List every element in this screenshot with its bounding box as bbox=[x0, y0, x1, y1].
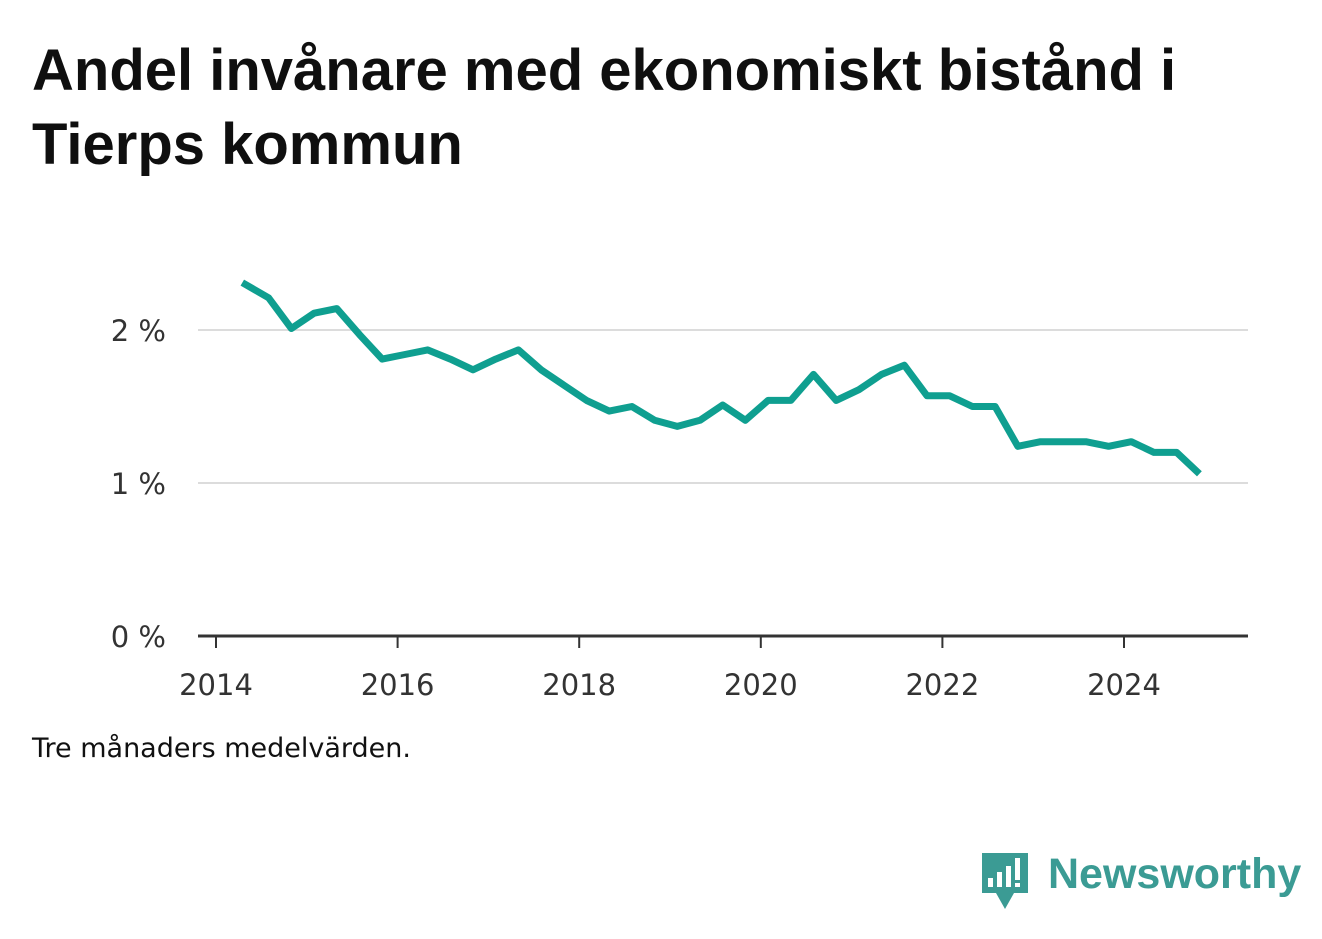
data-point bbox=[606, 408, 613, 415]
data-point bbox=[697, 417, 704, 424]
data-point bbox=[1151, 449, 1158, 456]
chart-title: Andel invånare med ekonomiskt bistånd i … bbox=[32, 38, 1177, 177]
data-point bbox=[288, 325, 295, 332]
data-point bbox=[992, 403, 999, 410]
data-point bbox=[356, 331, 363, 338]
data-point bbox=[538, 366, 545, 373]
data-point bbox=[628, 403, 635, 410]
data-point bbox=[855, 386, 862, 393]
data-point bbox=[1105, 443, 1112, 450]
data-point bbox=[901, 362, 908, 369]
data-point bbox=[765, 397, 772, 404]
y-tick-label: 1 % bbox=[111, 467, 166, 501]
data-point bbox=[787, 397, 794, 404]
series-line bbox=[240, 279, 1202, 477]
data-point bbox=[674, 423, 681, 430]
data-point bbox=[810, 371, 817, 378]
data-point bbox=[515, 346, 522, 353]
x-tick-label: 2024 bbox=[1087, 668, 1161, 702]
data-point bbox=[719, 402, 726, 409]
data-point bbox=[333, 305, 340, 312]
y-tick-label: 2 % bbox=[111, 314, 166, 348]
x-axis-labels: 2014 2016 2018 2020 2022 2024 bbox=[179, 668, 1161, 702]
x-tick-label: 2014 bbox=[179, 668, 253, 702]
gridlines bbox=[198, 329, 1248, 484]
footnote: Tre månaders medelvärden. bbox=[32, 733, 411, 764]
series-layer bbox=[239, 279, 1203, 477]
data-point bbox=[969, 403, 976, 410]
x-tick-label: 2022 bbox=[905, 668, 979, 702]
data-point bbox=[239, 279, 246, 286]
data-point bbox=[401, 351, 408, 358]
x-tick-label: 2018 bbox=[542, 668, 616, 702]
data-point bbox=[742, 417, 749, 424]
data-point bbox=[1128, 438, 1135, 445]
data-point bbox=[833, 397, 840, 404]
newsworthy-logo-icon bbox=[982, 853, 1028, 909]
data-point bbox=[946, 392, 953, 399]
y-tick-label: 0 % bbox=[111, 620, 166, 654]
data-point bbox=[1014, 443, 1021, 450]
data-point bbox=[265, 294, 272, 301]
x-axis bbox=[198, 634, 1248, 648]
data-point bbox=[379, 356, 386, 363]
brand: Newsworthy bbox=[980, 848, 1301, 912]
data-point bbox=[1037, 438, 1044, 445]
brand-name: Newsworthy bbox=[1048, 850, 1302, 898]
x-tick-label: 2016 bbox=[361, 668, 435, 702]
data-point bbox=[583, 397, 590, 404]
data-point bbox=[1082, 438, 1089, 445]
data-point bbox=[424, 346, 431, 353]
data-point bbox=[447, 356, 454, 363]
data-point bbox=[1196, 470, 1203, 477]
data-point bbox=[560, 382, 567, 389]
data-point bbox=[1060, 438, 1067, 445]
data-point bbox=[470, 366, 477, 373]
data-point bbox=[492, 356, 499, 363]
data-point bbox=[924, 392, 931, 399]
data-point bbox=[878, 371, 885, 378]
data-point bbox=[311, 310, 318, 317]
x-tick-label: 2020 bbox=[724, 668, 798, 702]
data-point bbox=[1173, 449, 1180, 456]
y-axis-labels: 0 % 1 % 2 % bbox=[111, 314, 166, 654]
data-point bbox=[651, 417, 658, 424]
